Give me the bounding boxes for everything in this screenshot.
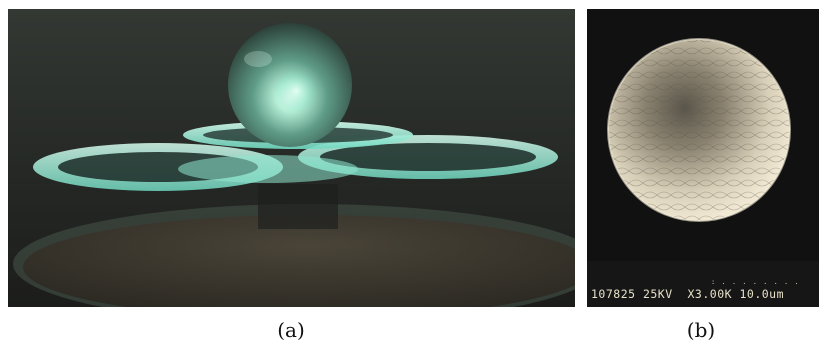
micrograph-sphere: : . . . . . . . . 107825 25KV X3.00K 10.… <box>587 9 819 307</box>
photo-levitated-sphere-illustration <box>8 9 575 307</box>
caption-a: (a) <box>277 318 305 342</box>
micrograph-info-label: 107825 25KV X3.00K 10.0um <box>591 287 785 301</box>
micrograph-sphere-illustration <box>587 9 819 307</box>
micrograph-scale-dots: : . . . . . . . . <box>711 278 800 286</box>
photo-levitated-sphere <box>8 9 575 307</box>
caption-b: (b) <box>686 318 716 342</box>
